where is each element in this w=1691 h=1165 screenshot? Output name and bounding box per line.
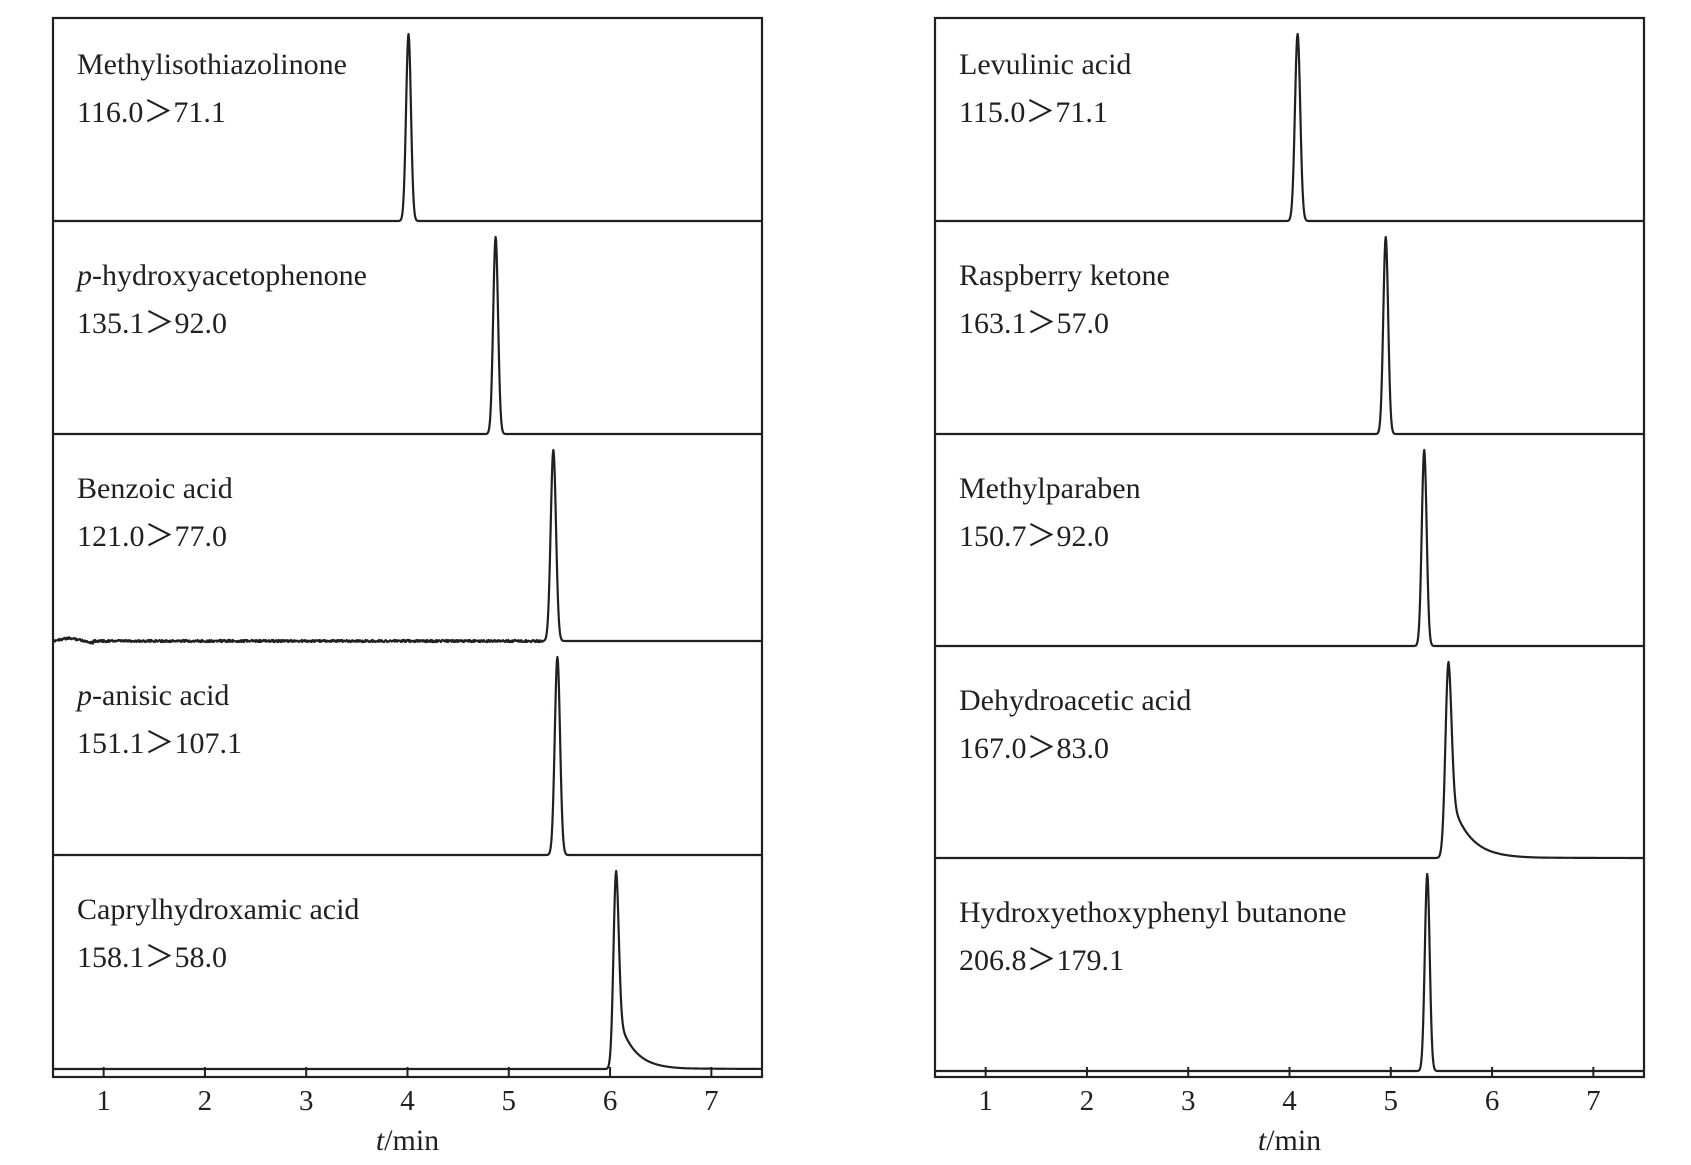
compound-name: Benzoic acid xyxy=(77,472,233,505)
x-tick-label: 7 xyxy=(1586,1085,1601,1117)
transition-label: 151.1＞107.1 xyxy=(77,727,242,760)
italic-prefix: p xyxy=(75,259,92,292)
x-tick-label: 2 xyxy=(1080,1085,1095,1117)
x-tick-label: 4 xyxy=(400,1085,415,1117)
x-tick-label: 6 xyxy=(603,1085,618,1117)
trace-3 xyxy=(52,448,763,645)
transition-label: 121.0＞77.0 xyxy=(77,520,227,553)
transition-label: 158.1＞58.0 xyxy=(77,941,227,974)
x-tick-label: 5 xyxy=(502,1085,517,1117)
compound-name: Caprylhydroxamic acid xyxy=(77,893,359,926)
x-tick-label: 6 xyxy=(1485,1085,1500,1117)
x-tick-label: 3 xyxy=(1181,1085,1196,1117)
compound-name: Methylparaben xyxy=(959,472,1141,505)
compound-name-label: Dehydroacetic acid xyxy=(959,684,1191,717)
x-axis-label: t/min xyxy=(376,1124,439,1157)
x-tick-label: 5 xyxy=(1384,1085,1399,1117)
x-tick-label: 2 xyxy=(198,1085,213,1117)
compound-name: -hydroxyacetophenone xyxy=(92,259,367,292)
chart-panel-2: Levulinic acid 115.0＞71.1 Raspberry ketone… xyxy=(933,16,1646,1157)
x-tick-label: 7 xyxy=(704,1085,719,1117)
x-tick-label: 1 xyxy=(978,1085,993,1117)
trace-1 xyxy=(934,32,1645,223)
compound-name-label: p-anisic acid xyxy=(75,679,229,712)
compound-name-label: Methylisothiazolinone xyxy=(77,48,347,81)
compound-name-label: Caprylhydroxamic acid xyxy=(77,893,359,926)
transition-label: 135.1＞92.0 xyxy=(77,307,227,340)
x-axis-label-rest: /min xyxy=(384,1124,439,1157)
trace-4 xyxy=(934,660,1645,860)
transition-label: 116.0＞71.1 xyxy=(77,96,226,129)
compound-name: Dehydroacetic acid xyxy=(959,684,1191,717)
trace-3 xyxy=(934,448,1645,648)
transition-label: 167.0＞83.0 xyxy=(959,732,1109,765)
transition-label: 163.1＞57.0 xyxy=(959,307,1109,340)
compound-name-label: Benzoic acid xyxy=(77,472,233,505)
x-tick-label: 3 xyxy=(299,1085,314,1117)
transition-label: 115.0＞71.1 xyxy=(959,96,1108,129)
x-axis-label-italic: t xyxy=(1258,1124,1267,1157)
compound-name-label: Hydroxyethoxyphenyl butanone xyxy=(959,896,1346,929)
trace-4 xyxy=(52,655,763,857)
trace-2 xyxy=(934,235,1645,436)
transition-label: 206.8＞179.1 xyxy=(959,944,1124,977)
x-tick-label: 4 xyxy=(1282,1085,1297,1117)
compound-name: Levulinic acid xyxy=(959,48,1131,81)
x-axis-label-rest: /min xyxy=(1266,1124,1321,1157)
compound-name: Hydroxyethoxyphenyl butanone xyxy=(959,896,1346,929)
compound-name: Raspberry ketone xyxy=(959,259,1170,292)
compound-name-label: Methylparaben xyxy=(959,472,1141,505)
trace-1 xyxy=(52,32,763,223)
compound-name-label: Levulinic acid xyxy=(959,48,1131,81)
compound-name-label: p-hydroxyacetophenone xyxy=(75,259,367,292)
chart-panel-1: Methylisothiazolinone116.0＞71.1p-hydroxy… xyxy=(51,16,764,1157)
x-axis-label-italic: t xyxy=(376,1124,385,1157)
italic-prefix: p xyxy=(75,679,92,712)
x-axis-label: t/min xyxy=(1258,1124,1321,1157)
compound-name-label: Raspberry ketone xyxy=(959,259,1170,292)
compound-name: -anisic acid xyxy=(92,679,229,712)
compound-name: Methylisothiazolinone xyxy=(77,48,347,81)
trace-2 xyxy=(52,235,763,436)
transition-label: 150.7＞92.0 xyxy=(959,520,1109,553)
x-tick-label: 1 xyxy=(96,1085,111,1117)
